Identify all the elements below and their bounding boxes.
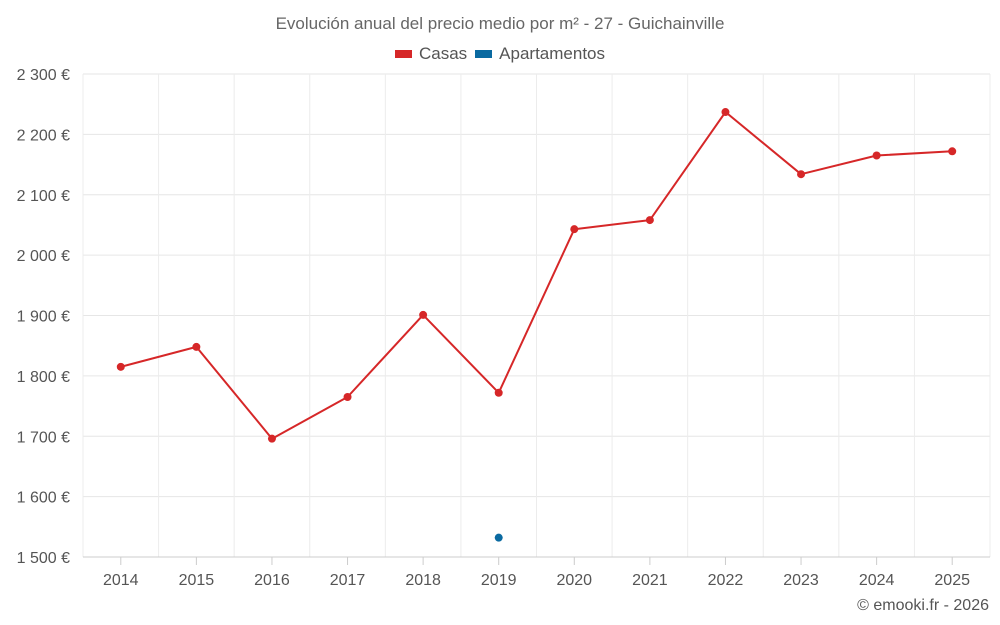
y-tick-label: 2 300 € [17, 67, 70, 84]
data-point-casas[interactable] [797, 170, 806, 179]
x-tick-label: 2021 [632, 572, 668, 589]
data-point-casas[interactable] [645, 216, 654, 225]
data-point-casas[interactable] [721, 108, 730, 117]
x-tick-label: 2023 [783, 572, 819, 589]
data-point-casas[interactable] [116, 362, 125, 371]
x-tick-label: 2019 [481, 572, 517, 589]
data-point-casas[interactable] [948, 147, 957, 156]
legend-label-apartamentos: Apartamentos [499, 44, 606, 63]
x-tick-label: 2014 [103, 572, 139, 589]
x-tick-label: 2024 [859, 572, 895, 589]
x-tick-label: 2016 [254, 572, 290, 589]
data-point-casas[interactable] [192, 342, 201, 351]
legend-swatch-casas [394, 50, 412, 58]
y-tick-label: 1 800 € [17, 369, 70, 386]
data-point-casas[interactable] [343, 393, 352, 402]
y-tick-label: 2 000 € [17, 248, 70, 265]
chart-title: Evolución anual del precio medio por m² … [275, 14, 725, 33]
x-tick-label: 2017 [330, 572, 366, 589]
data-point-casas[interactable] [267, 434, 276, 443]
data-point-casas[interactable] [419, 310, 428, 319]
data-point-casas[interactable] [570, 225, 579, 234]
legend-label-casas: Casas [418, 44, 468, 63]
legend: Casas Apartamentos [0, 44, 1000, 64]
y-tick-label: 2 200 € [17, 127, 70, 144]
series-line-casas [120, 111, 953, 440]
legend-item-casas[interactable]: Casas [394, 44, 468, 64]
legend-item-apartamentos[interactable]: Apartamentos [475, 44, 605, 64]
x-tick-label: 2020 [556, 572, 592, 589]
x-tick-label: 2015 [179, 572, 215, 589]
y-tick-label: 1 900 € [17, 309, 70, 326]
x-tick-label: 2022 [708, 572, 744, 589]
x-tick-label: 2018 [405, 572, 441, 589]
legend-swatch-apartamentos [475, 50, 493, 58]
y-tick-label: 1 700 € [17, 429, 70, 446]
data-point-casas[interactable] [494, 388, 503, 397]
x-tick-label: 2025 [934, 572, 970, 589]
y-tick-label: 2 100 € [17, 188, 70, 205]
credit-text: © emooki.fr - 2026 [857, 597, 989, 614]
y-tick-label: 1 500 € [17, 550, 70, 567]
data-point-apartamentos[interactable] [494, 533, 503, 542]
y-tick-label: 1 600 € [17, 490, 70, 507]
data-point-casas[interactable] [872, 151, 881, 160]
